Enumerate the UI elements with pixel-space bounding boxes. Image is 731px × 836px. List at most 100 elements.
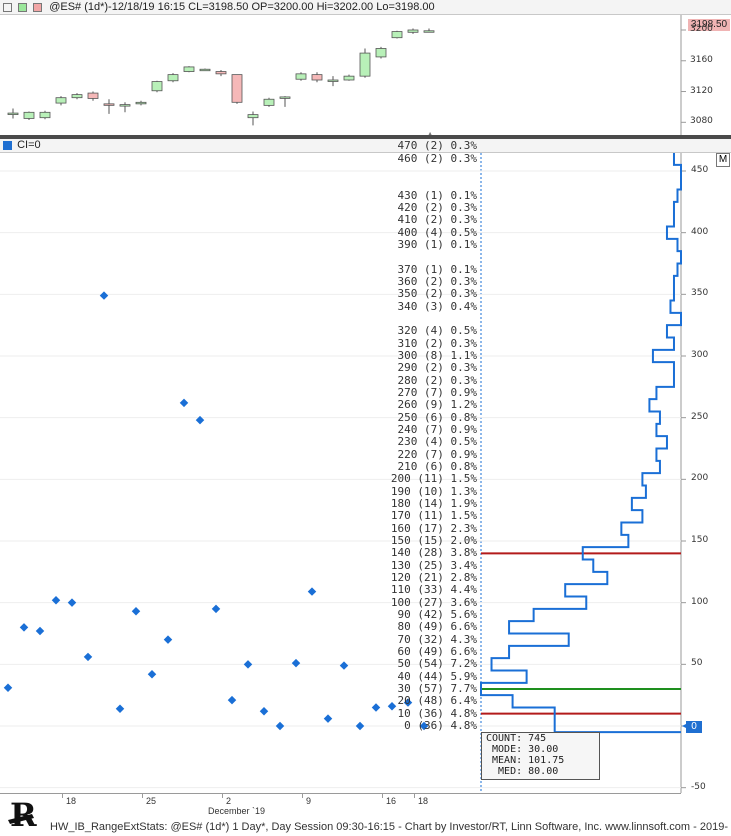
x-axis-tick bbox=[414, 794, 415, 798]
up-candle-legend-icon bbox=[18, 2, 28, 12]
candle bbox=[375, 46, 387, 59]
histogram-bin-label: 190 (10) 1.3% bbox=[390, 484, 477, 498]
histogram-bin-label: 30 (57) 7.7% bbox=[397, 682, 477, 695]
stats-box: COUNT: 745 MODE: 30.00 MEAN: 101.75 MED:… bbox=[481, 732, 600, 780]
histogram-bin-label: 410 (2) 0.3% bbox=[397, 213, 477, 227]
candle bbox=[119, 102, 131, 113]
x-axis-label: 25 bbox=[146, 796, 157, 806]
ci-dot bbox=[403, 698, 413, 707]
candle bbox=[359, 48, 371, 78]
svg-text:▲: ▲ bbox=[427, 130, 434, 135]
histogram-bin-label: 270 (7) 0.9% bbox=[397, 386, 477, 399]
footer-text: HW_IB_RangeExtStats: @ES# (1d*) 1 Day*, … bbox=[50, 821, 728, 833]
price-y-label: 3160 bbox=[690, 54, 713, 65]
ci-dot bbox=[163, 635, 173, 644]
ci-dot bbox=[323, 714, 333, 723]
histogram-bin-label: 310 (2) 0.3% bbox=[397, 336, 477, 350]
ci-dot bbox=[355, 721, 365, 731]
histogram-bin-label: 400 (4) 0.5% bbox=[397, 225, 477, 239]
panel-separator[interactable] bbox=[0, 135, 731, 139]
x-axis-tick bbox=[222, 794, 223, 798]
histogram-bin-label: 200 (11) 1.5% bbox=[390, 472, 477, 486]
down-candle-legend-icon bbox=[33, 2, 43, 12]
histogram-bin-label: 60 (49) 6.6% bbox=[397, 645, 477, 658]
ci-dot bbox=[259, 706, 269, 716]
x-month-label: December `19 bbox=[208, 806, 266, 816]
candle bbox=[87, 91, 99, 101]
x-axis-tick bbox=[302, 794, 303, 798]
histogram-bin-label: 250 (6) 0.8% bbox=[397, 410, 477, 424]
ci-dot bbox=[387, 702, 397, 711]
x-axis-label: 2 bbox=[226, 796, 232, 806]
candle bbox=[231, 74, 243, 104]
histogram-bin-label: 390 (1) 0.1% bbox=[397, 238, 477, 251]
stat-med: MED: 80.00 bbox=[486, 766, 559, 777]
ci-y-label: -50 bbox=[691, 781, 706, 792]
candle bbox=[247, 111, 259, 126]
histogram-bin-label: 0 (36) 4.8% bbox=[404, 719, 477, 732]
histogram-bin-label: 420 (2) 0.3% bbox=[397, 201, 477, 214]
candle bbox=[135, 100, 147, 106]
ci-dot bbox=[243, 660, 253, 669]
histogram-bin-label: 360 (2) 0.3% bbox=[397, 275, 477, 288]
ci-dot bbox=[227, 695, 237, 705]
ci-dot bbox=[275, 721, 285, 731]
ci-chart[interactable] bbox=[0, 153, 731, 793]
ci-dot bbox=[339, 661, 349, 670]
histogram-bin-label: 40 (44) 5.9% bbox=[397, 669, 477, 683]
candle bbox=[407, 28, 419, 34]
histogram-bin-label: 300 (8) 1.1% bbox=[397, 349, 477, 362]
candle bbox=[199, 68, 211, 72]
panel-checkbox-icon[interactable] bbox=[3, 2, 12, 12]
ci-y-label: 200 bbox=[691, 473, 709, 484]
histogram-bin-label: 50 (54) 7.2% bbox=[397, 657, 477, 671]
histogram-bin-label: 350 (2) 0.3% bbox=[397, 287, 477, 301]
histogram-bin-label: 230 (4) 0.5% bbox=[397, 435, 477, 449]
histogram-bin-label: 240 (7) 0.9% bbox=[397, 423, 477, 436]
candle bbox=[391, 30, 403, 39]
ci-dot bbox=[19, 623, 29, 632]
histogram-bin-label: 120 (21) 2.8% bbox=[390, 571, 477, 584]
last-price-tag: 3198.50 bbox=[688, 19, 730, 31]
histogram-bin-label: 70 (32) 4.3% bbox=[397, 632, 477, 646]
histogram-bin-label: 460 (2) 0.3% bbox=[397, 151, 477, 165]
ci-dot bbox=[3, 683, 13, 693]
candle bbox=[343, 74, 355, 81]
footer-status: HW_IB_RangeExtStats: @ES# (1d*) 1 Day*, … bbox=[0, 818, 731, 836]
ci-dot bbox=[131, 607, 141, 616]
x-axis-label: 18 bbox=[418, 796, 429, 806]
x-axis-tick bbox=[382, 794, 383, 798]
histogram-outline bbox=[480, 153, 682, 734]
histogram-bin-label: 90 (42) 5.6% bbox=[397, 608, 477, 621]
price-y-label: 3120 bbox=[690, 85, 713, 96]
histogram-bin-label: 80 (49) 6.6% bbox=[397, 620, 477, 634]
histogram-bin-label: 160 (17) 2.3% bbox=[390, 521, 477, 535]
candle bbox=[71, 93, 83, 100]
maximize-button[interactable]: M bbox=[716, 153, 730, 167]
price-chart[interactable]: ▲ bbox=[0, 15, 731, 135]
x-axis-line bbox=[0, 793, 681, 794]
x-axis-label: 9 bbox=[306, 796, 312, 806]
ci-y-label: 50 bbox=[691, 658, 703, 669]
candle bbox=[23, 111, 35, 120]
ci-y-label: 300 bbox=[691, 350, 709, 360]
histogram-bin-label: 430 (1) 0.1% bbox=[397, 188, 477, 202]
histogram-bin-label: 180 (14) 1.9% bbox=[390, 497, 477, 510]
ci-dot bbox=[115, 704, 125, 713]
investor-rt-logo-icon: R bbox=[8, 796, 37, 832]
histogram-bin-label: 340 (3) 0.4% bbox=[397, 299, 477, 313]
candle bbox=[423, 28, 435, 33]
histogram-bin-label: 10 (36) 4.8% bbox=[397, 706, 477, 720]
price-y-label: 3080 bbox=[690, 116, 713, 127]
stat-mean: MEAN: 101.75 bbox=[486, 755, 565, 766]
ci-y-label: 250 bbox=[691, 411, 709, 422]
candle bbox=[55, 96, 67, 106]
price-panel-title: @ES# (1d*)-12/18/19 16:15 CL=3198.50 OP=… bbox=[49, 1, 435, 13]
candle bbox=[327, 76, 339, 87]
candle bbox=[183, 66, 195, 73]
ci-dot bbox=[179, 398, 189, 408]
ci-dot bbox=[371, 703, 381, 712]
histogram-bin-label: 20 (48) 6.4% bbox=[397, 694, 477, 708]
candle bbox=[7, 108, 19, 119]
candle bbox=[263, 97, 275, 107]
